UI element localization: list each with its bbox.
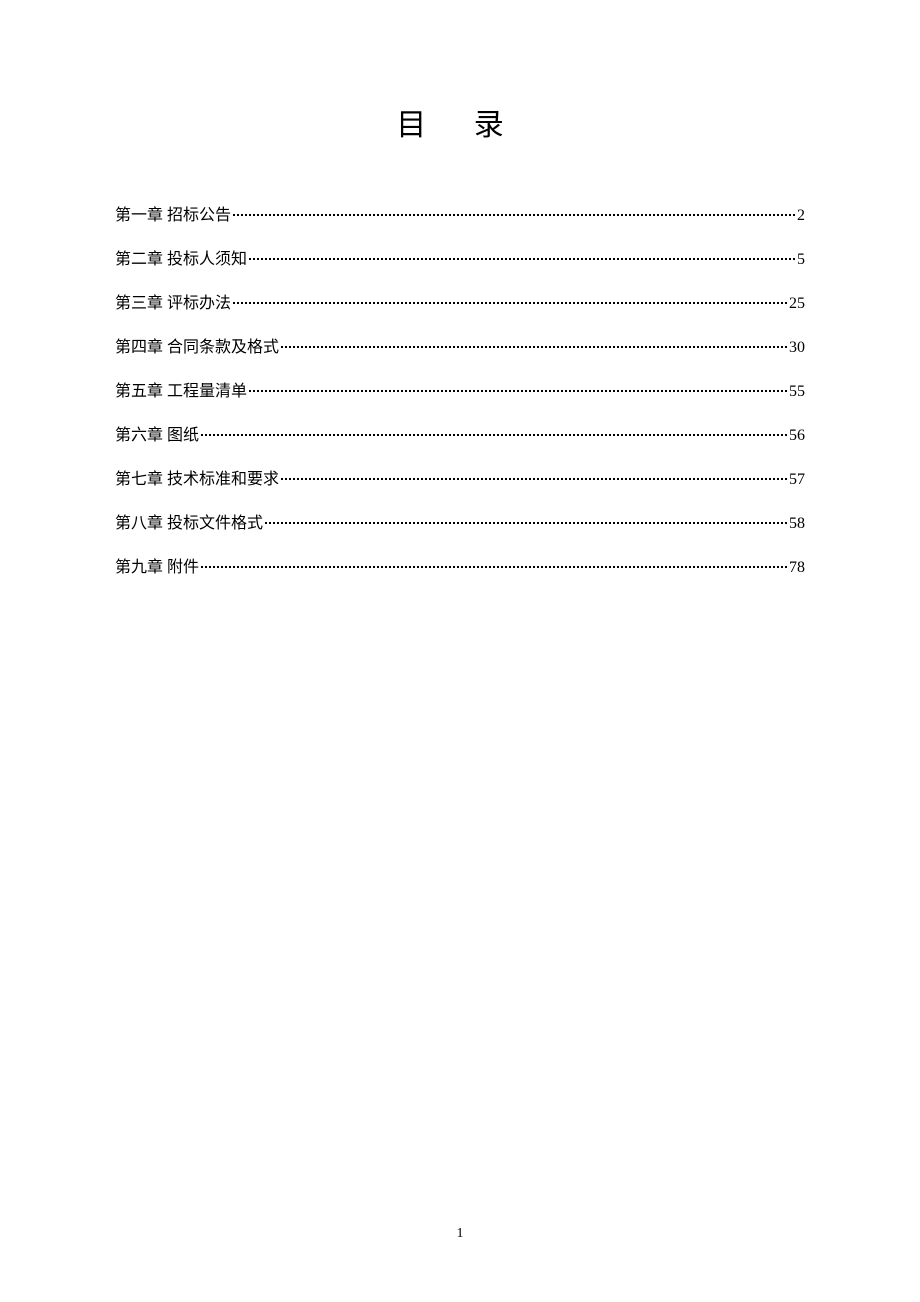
- toc-entry-title: 图纸: [167, 424, 199, 448]
- toc-chapter-label: 第六章: [115, 424, 163, 448]
- toc-page-number: 25: [789, 292, 805, 316]
- toc-entry: 第三章评标办法 25: [115, 292, 805, 316]
- toc-entry-title: 评标办法: [167, 292, 231, 316]
- toc-entry: 第九章附件 78: [115, 556, 805, 580]
- toc-chapter-label: 第四章: [115, 336, 163, 360]
- toc-page-number: 57: [789, 468, 805, 492]
- toc-leader-dots: [265, 522, 787, 524]
- toc-chapter-label: 第七章: [115, 468, 163, 492]
- toc-entry-title: 投标文件格式: [167, 512, 263, 536]
- toc-leader-dots: [201, 566, 787, 568]
- document-page: 目 录 第一章招标公告 2 第二章投标人须知 5 第三章评标办法 25 第四章合同条款及格式…: [0, 0, 920, 580]
- table-of-contents: 第一章招标公告 2 第二章投标人须知 5 第三章评标办法 25 第四章合同条款及格式 30 第五…: [115, 204, 805, 580]
- toc-entry: 第六章图纸 56: [115, 424, 805, 448]
- toc-entry-title: 技术标准和要求: [167, 468, 279, 492]
- toc-chapter-label: 第二章: [115, 248, 163, 272]
- toc-entry: 第七章技术标准和要求 57: [115, 468, 805, 492]
- toc-entry: 第五章工程量清单 55: [115, 380, 805, 404]
- toc-chapter-label: 第五章: [115, 380, 163, 404]
- toc-entry: 第一章招标公告 2: [115, 204, 805, 228]
- toc-chapter-label: 第三章: [115, 292, 163, 316]
- page-number: 1: [0, 1226, 920, 1242]
- toc-entry-title: 合同条款及格式: [167, 336, 279, 360]
- page-title: 目 录: [115, 100, 805, 144]
- toc-leader-dots: [233, 214, 795, 216]
- toc-entry: 第四章合同条款及格式 30: [115, 336, 805, 360]
- toc-chapter-label: 第九章: [115, 556, 163, 580]
- toc-page-number: 5: [797, 248, 805, 272]
- toc-entry-title: 招标公告: [167, 204, 231, 228]
- toc-page-number: 55: [789, 380, 805, 404]
- toc-page-number: 2: [797, 204, 805, 228]
- toc-entry: 第二章投标人须知 5: [115, 248, 805, 272]
- toc-page-number: 78: [789, 556, 805, 580]
- toc-leader-dots: [281, 478, 787, 480]
- toc-chapter-label: 第八章: [115, 512, 163, 536]
- toc-entry-title: 投标人须知: [167, 248, 247, 272]
- toc-chapter-label: 第一章: [115, 204, 163, 228]
- toc-page-number: 30: [789, 336, 805, 360]
- toc-entry: 第八章投标文件格式 58: [115, 512, 805, 536]
- toc-leader-dots: [281, 346, 787, 348]
- toc-page-number: 58: [789, 512, 805, 536]
- toc-page-number: 56: [789, 424, 805, 448]
- toc-entry-title: 工程量清单: [167, 380, 247, 404]
- toc-entry-title: 附件: [167, 556, 199, 580]
- toc-leader-dots: [249, 390, 787, 392]
- toc-leader-dots: [233, 302, 787, 304]
- toc-leader-dots: [249, 258, 795, 260]
- toc-leader-dots: [201, 434, 787, 436]
